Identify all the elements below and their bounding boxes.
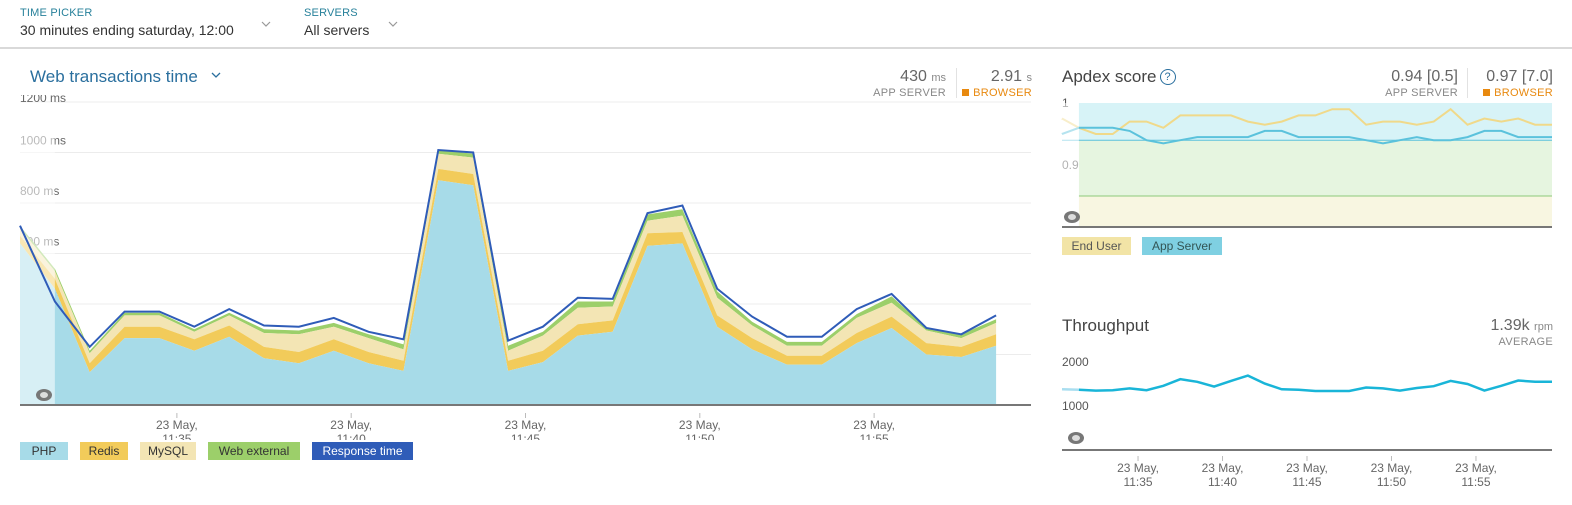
- servers-picker[interactable]: SERVERS All servers: [304, 7, 369, 39]
- x-tick-label: 23 May,: [505, 418, 547, 432]
- apdex-app-server-value: 0.94 [0.5]: [1350, 68, 1458, 86]
- x-tick-label: 11:35: [162, 432, 191, 440]
- legend-response-time[interactable]: Response time: [312, 442, 413, 460]
- x-tick-label: 23 May,: [853, 418, 895, 432]
- x-tick-label: 11:40: [337, 432, 366, 440]
- apdex-zone: [1079, 196, 1552, 227]
- legend-php[interactable]: PHP: [20, 442, 68, 460]
- web-browser-value: 2.91: [991, 68, 1022, 85]
- x-tick-label: 23 May,: [1455, 461, 1497, 475]
- x-tick-label: 23 May,: [1286, 461, 1328, 475]
- x-tick-label: 11:40: [1208, 475, 1237, 489]
- legend-redis-label: Redis: [89, 444, 120, 458]
- apdex-title: Apdex score: [1062, 67, 1157, 86]
- legend-php-label: PHP: [32, 444, 57, 458]
- time-picker-label: TIME PICKER: [20, 7, 234, 19]
- x-tick-label: 23 May,: [1371, 461, 1413, 475]
- legend-end-user[interactable]: End User: [1062, 237, 1131, 255]
- x-tick-label: 23 May,: [156, 418, 198, 432]
- apdex-chart: 0.91: [1058, 95, 1568, 230]
- x-tick-label: 23 May,: [679, 418, 721, 432]
- x-tick-label: 11:50: [685, 432, 714, 440]
- x-tick-label: 11:50: [1377, 475, 1406, 489]
- servers-label: SERVERS: [304, 7, 369, 19]
- time-picker-value: 30 minutes ending saturday, 12:00: [20, 21, 234, 39]
- help-icon[interactable]: ?: [1160, 69, 1176, 85]
- area-php: [20, 180, 996, 405]
- top-bar: TIME PICKER 30 minutes ending saturday, …: [0, 0, 1572, 49]
- y-tick-label: 1000: [1062, 399, 1089, 413]
- legend-app-server-label: App Server: [1152, 239, 1212, 253]
- x-tick-label: 11:45: [511, 432, 540, 440]
- web-app-server-value: 430: [900, 68, 927, 85]
- fade-overlay: [1062, 103, 1079, 227]
- x-tick-label: 11:55: [860, 432, 889, 440]
- fade-overlay: [20, 102, 55, 405]
- legend-web-external-label: Web external: [219, 444, 289, 458]
- web-browser-unit: s: [1027, 72, 1033, 84]
- legend-app-server[interactable]: App Server: [1142, 237, 1222, 255]
- eye-icon-pupil: [40, 392, 48, 398]
- web-transactions-title: Web transactions time: [30, 67, 198, 86]
- divider: [1467, 68, 1468, 98]
- legend-end-user-label: End User: [1071, 239, 1121, 253]
- legend-mysql[interactable]: MySQL: [140, 442, 196, 460]
- time-picker[interactable]: TIME PICKER 30 minutes ending saturday, …: [20, 7, 234, 39]
- throughput-title: Throughput: [1062, 316, 1149, 336]
- apdex-zone: [1079, 103, 1552, 140]
- chevron-down-icon: [388, 19, 398, 29]
- legend-response-time-label: Response time: [322, 444, 402, 458]
- legend-redis[interactable]: Redis: [80, 442, 128, 460]
- eye-icon-pupil: [1072, 435, 1080, 441]
- apdex-browser-value: 0.97 [7.0]: [1470, 68, 1553, 86]
- apdex-title-wrap: Apdex score?: [1062, 67, 1176, 87]
- chevron-down-icon: [211, 70, 221, 80]
- throughput-value: 1.39k: [1490, 317, 1529, 334]
- web-app-server-unit: ms: [931, 72, 946, 84]
- throughput-line: [1079, 376, 1552, 391]
- x-tick-label: 23 May,: [1117, 461, 1159, 475]
- y-tick-label: 2000: [1062, 355, 1089, 369]
- x-tick-label: 11:55: [1461, 475, 1490, 489]
- x-tick-label: 11:45: [1292, 475, 1321, 489]
- servers-value: All servers: [304, 21, 369, 39]
- chevron-down-icon: [261, 19, 271, 29]
- x-tick-label: 11:35: [1123, 475, 1152, 489]
- web-transactions-title-dropdown[interactable]: Web transactions time: [30, 67, 221, 87]
- eye-icon-pupil: [1068, 214, 1076, 220]
- x-tick-label: 23 May,: [1202, 461, 1244, 475]
- divider: [956, 68, 957, 98]
- apdex-zone: [1079, 140, 1552, 196]
- throughput-unit: rpm: [1534, 321, 1553, 333]
- legend-web-external[interactable]: Web external: [208, 442, 300, 460]
- legend-mysql-label: MySQL: [148, 444, 188, 458]
- x-tick-label: 23 May,: [330, 418, 372, 432]
